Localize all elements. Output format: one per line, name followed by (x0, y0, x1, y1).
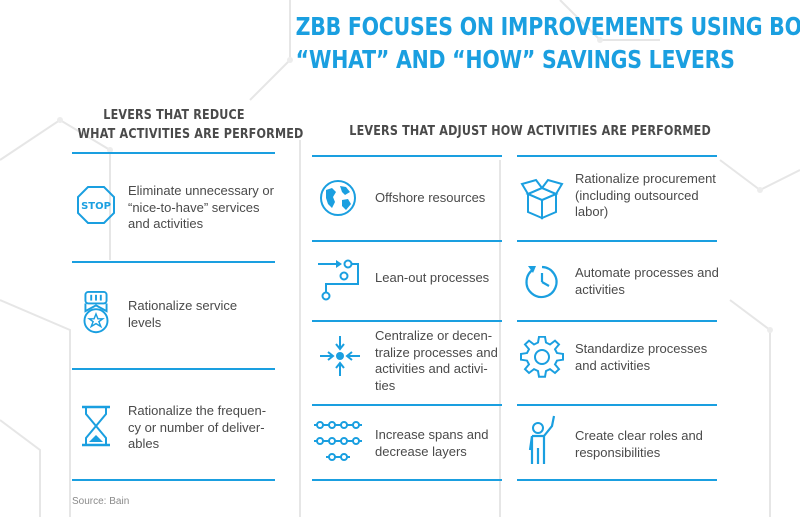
clock-cycle-icon (522, 262, 562, 302)
lever-text: Increase spans and decrease layers (375, 427, 488, 460)
lever-text: Lean-out processes (375, 270, 489, 287)
lever-text: Create clear roles and responsibilities (575, 428, 703, 461)
stop-sign-text: STOP (81, 201, 111, 212)
divider (312, 320, 502, 322)
lever-text-line: Rationalize the frequen- (128, 403, 267, 418)
title-line-1: ZBB FOCUSES ON IMPROVEMENTS USING BOTH (295, 12, 800, 41)
page-title: ZBB FOCUSES ON IMPROVEMENTS USING BOTH “… (295, 10, 800, 76)
divider (312, 404, 502, 406)
lever-text: Eliminate unnecessary or “nice-to-have” … (128, 183, 274, 233)
divider (312, 479, 502, 481)
lever-text-line: “nice-to-have” services (128, 199, 260, 215)
left-heading-line-2: WHAT ACTIVITIES ARE PERFORMED (77, 127, 304, 142)
divider (72, 152, 275, 154)
lever-text-line: Lean-out processes (375, 270, 490, 285)
lever-text-line: activities (575, 281, 625, 297)
hourglass-icon (76, 404, 116, 447)
lever-text-line: responsibilities (575, 444, 661, 460)
divider (72, 479, 275, 481)
lever-text-line: Standardize processes (575, 341, 708, 356)
medal-icon (76, 290, 116, 334)
lever-text: Standardize processes and activities (575, 341, 707, 374)
right-column-heading: LEVERS THAT ADJUST HOW ACTIVITIES ARE PE… (349, 122, 711, 141)
lever-text-line: Increase spans and (375, 427, 489, 442)
divider (312, 240, 502, 242)
lever-text-line: tralize processes and (375, 344, 498, 360)
open-box-icon (520, 176, 564, 220)
source-note: Source: Bain (72, 496, 130, 507)
lever-text: Automate processes and activities (575, 265, 719, 298)
divider (517, 155, 717, 157)
lever-text-line: Offshore resources (375, 190, 486, 205)
divider (517, 240, 717, 242)
lever-text-line: decrease layers (375, 443, 467, 459)
lever-text: Centralize or decen- tralize processes a… (375, 328, 498, 394)
lever-text-line: cy or number of deliver- (128, 419, 265, 435)
divider (517, 479, 717, 481)
lever-text-line: Create clear roles and (575, 428, 703, 443)
lever-text-line: ables (128, 436, 160, 451)
lever-text-line: Eliminate unnecessary or (128, 183, 274, 198)
lever-text: Rationalize the frequen- cy or number of… (128, 403, 266, 453)
right-heading-line: LEVERS THAT ADJUST HOW ACTIVITIES ARE PE… (349, 124, 711, 139)
lever-text-line: and activities (128, 216, 204, 231)
lever-text: Offshore resources (375, 190, 485, 207)
divider (72, 261, 275, 263)
divider (517, 320, 717, 322)
lever-text-line: activities and activi- (375, 361, 488, 376)
gear-icon (520, 336, 564, 378)
divider (517, 404, 717, 406)
person-raising-hand-icon (524, 414, 564, 464)
lever-text-line: Rationalize procurement (575, 171, 716, 186)
stop-sign-icon: STOP (76, 185, 116, 225)
divider (312, 155, 502, 157)
lever-text-line: and activities (575, 357, 651, 373)
lever-text-line: ties (375, 377, 396, 393)
left-heading-line-1: LEVERS THAT REDUCE (103, 108, 245, 123)
lever-text-line: Rationalize service (128, 298, 238, 313)
lever-text-line: levels (128, 314, 162, 330)
lever-text-line: Centralize or decen- (375, 328, 493, 343)
divider (72, 368, 275, 370)
lever-text-line: Automate processes and (575, 265, 719, 280)
process-flow-icon (316, 256, 359, 301)
centralize-arrows-icon (318, 334, 360, 376)
globe-icon (318, 178, 358, 218)
lever-text: Rationalize procurement (including outso… (575, 171, 716, 221)
lever-text: Rationalize service levels (128, 298, 237, 331)
lever-text-line: (including outsourced (575, 187, 699, 203)
left-column-heading: LEVERS THAT REDUCE WHAT ACTIVITIES ARE P… (77, 106, 304, 144)
spans-layers-icon (312, 419, 362, 461)
lever-text-line: labor) (575, 204, 609, 219)
title-line-2: “WHAT” AND “HOW” SAVINGS LEVERS (295, 45, 735, 74)
